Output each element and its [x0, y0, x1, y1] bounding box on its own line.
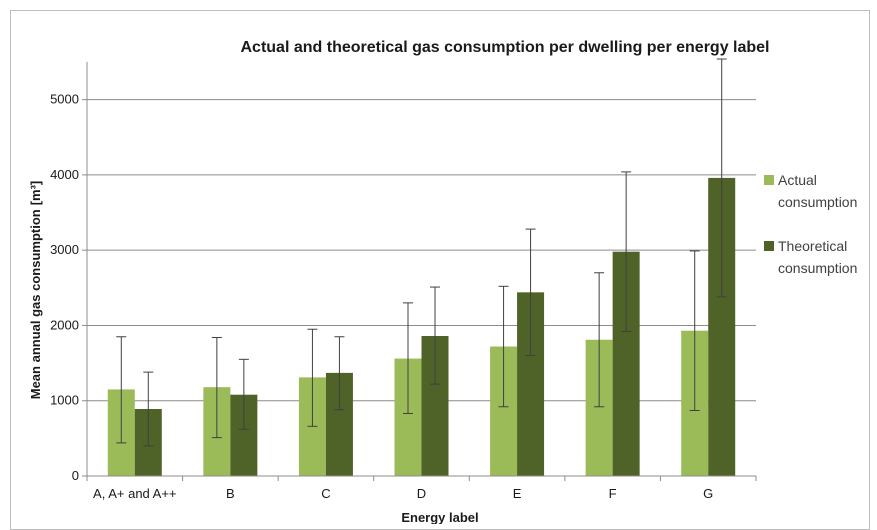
y-axis-unit: [m³]	[28, 181, 43, 206]
error-bar	[211, 336, 222, 439]
legend-swatch	[764, 175, 774, 185]
x-tick-label: E	[513, 486, 522, 501]
error-bar	[143, 371, 154, 447]
legend-label: Actual	[778, 172, 817, 188]
error-bar	[689, 250, 700, 412]
error-bar	[430, 286, 440, 385]
x-tick-label: B	[226, 486, 235, 501]
axes	[86, 62, 757, 481]
error-bars	[116, 58, 727, 447]
y-axis-title-text: Mean annual gas consumption	[28, 209, 43, 399]
error-bar	[594, 272, 605, 408]
error-bar	[307, 328, 318, 427]
error-bar	[525, 228, 536, 357]
error-bar	[621, 171, 632, 332]
legend-item: Theoretical consumption	[764, 238, 857, 276]
x-tick-label: G	[703, 486, 713, 501]
error-bar	[238, 358, 249, 430]
error-bar	[716, 58, 727, 298]
legend-label: consumption	[778, 260, 857, 276]
x-tick-label: F	[609, 486, 617, 501]
y-axis-ticks: 0 1000 2000 3000 4000 5000	[50, 92, 87, 483]
y-tick-label: 4000	[50, 167, 79, 182]
x-axis-title: Energy label	[401, 510, 478, 524]
x-tick-label: D	[417, 486, 426, 501]
y-tick-label: 1000	[50, 393, 79, 408]
legend-swatch	[764, 241, 774, 251]
legend-label: Theoretical	[778, 238, 847, 254]
y-axis-title: Mean annual gas consumption [m³]	[28, 181, 43, 400]
legend-label: consumption	[778, 194, 857, 210]
gridlines	[87, 99, 756, 402]
bars	[107, 177, 736, 477]
y-tick-label: 3000	[50, 242, 79, 257]
y-tick-label: 2000	[50, 317, 79, 332]
error-bar	[334, 336, 345, 411]
error-bar	[403, 302, 413, 415]
error-bar	[498, 285, 509, 408]
x-tick-label: A, A+ and A++	[93, 486, 177, 501]
x-tick-label: C	[321, 486, 330, 501]
legend-item: Actual consumption	[764, 172, 857, 210]
chart-title: Actual and theoretical gas consumption p…	[241, 39, 770, 56]
y-tick-label: 5000	[50, 92, 79, 107]
error-bar	[116, 336, 127, 444]
y-tick-label: 0	[72, 468, 79, 483]
legend: Actual consumption Theoretical consumption	[764, 172, 857, 276]
x-axis-ticks: A, A+ and A++ B C D E F G	[93, 486, 713, 501]
